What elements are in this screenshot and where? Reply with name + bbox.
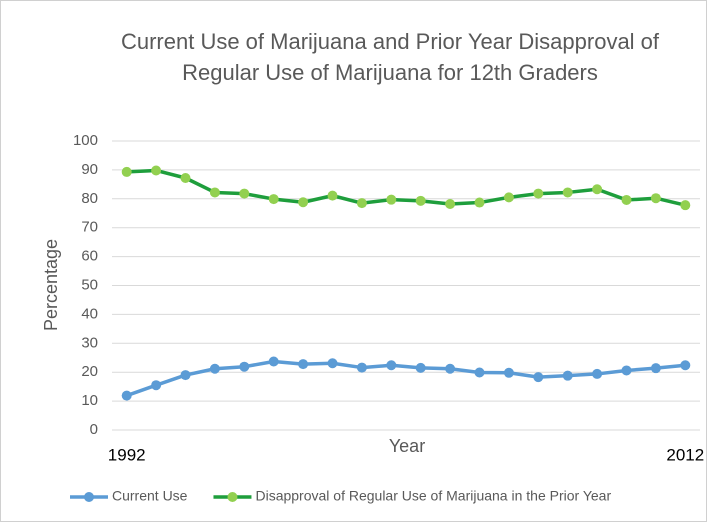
x-tick-label: 1992 <box>108 445 146 464</box>
data-point <box>386 194 397 205</box>
data-point <box>356 362 367 373</box>
data-point <box>562 187 573 198</box>
data-point <box>121 166 132 177</box>
data-point <box>445 199 456 210</box>
legend-label: Disapproval of Regular Use of Marijuana … <box>255 488 611 504</box>
data-point <box>239 188 250 199</box>
y-axis-label: Percentage <box>41 239 61 331</box>
data-point <box>621 194 632 205</box>
data-point <box>415 362 426 373</box>
y-tick-label: 30 <box>81 334 98 351</box>
data-point <box>562 370 573 381</box>
data-point <box>474 197 485 208</box>
data-point <box>503 192 514 203</box>
data-point <box>151 380 162 391</box>
data-point <box>180 370 191 381</box>
data-point <box>650 193 661 204</box>
data-point <box>209 187 220 198</box>
data-point <box>298 197 309 208</box>
y-tick-label: 0 <box>90 421 98 438</box>
y-tick-label: 20 <box>81 363 98 380</box>
data-point <box>327 190 338 201</box>
data-point <box>503 367 514 378</box>
data-point <box>680 360 691 371</box>
data-point <box>445 363 456 374</box>
legend-label: Current Use <box>112 488 188 504</box>
y-tick-label: 50 <box>81 276 98 293</box>
data-point <box>268 194 279 205</box>
data-point <box>180 172 191 183</box>
data-point <box>533 372 544 383</box>
y-tick-label: 80 <box>81 190 98 207</box>
data-point <box>592 184 603 195</box>
data-point <box>298 359 309 370</box>
data-point <box>621 365 632 376</box>
data-point <box>268 356 279 367</box>
data-point <box>121 390 132 401</box>
legend-marker <box>227 492 238 502</box>
data-point <box>356 198 367 209</box>
y-tick-label: 70 <box>81 219 98 236</box>
y-tick-label: 40 <box>81 305 98 322</box>
data-point <box>415 195 426 206</box>
data-point <box>386 360 397 371</box>
y-tick-label: 10 <box>81 392 98 409</box>
y-tick-label: 100 <box>73 132 98 149</box>
x-tick-label: 2012 <box>666 445 704 464</box>
data-point <box>680 200 691 211</box>
data-point <box>533 188 544 199</box>
data-point <box>327 358 338 369</box>
data-point <box>209 363 220 374</box>
data-point <box>239 361 250 372</box>
y-tick-label: 60 <box>81 248 98 265</box>
data-point <box>474 367 485 378</box>
x-axis-label: Year <box>389 436 425 456</box>
data-point <box>650 363 661 374</box>
data-point <box>592 368 603 379</box>
data-point <box>151 165 162 176</box>
y-tick-label: 90 <box>81 161 98 178</box>
chart-title: Current Use of Marijuana and Prior Year … <box>120 29 660 85</box>
legend-marker <box>84 492 94 502</box>
